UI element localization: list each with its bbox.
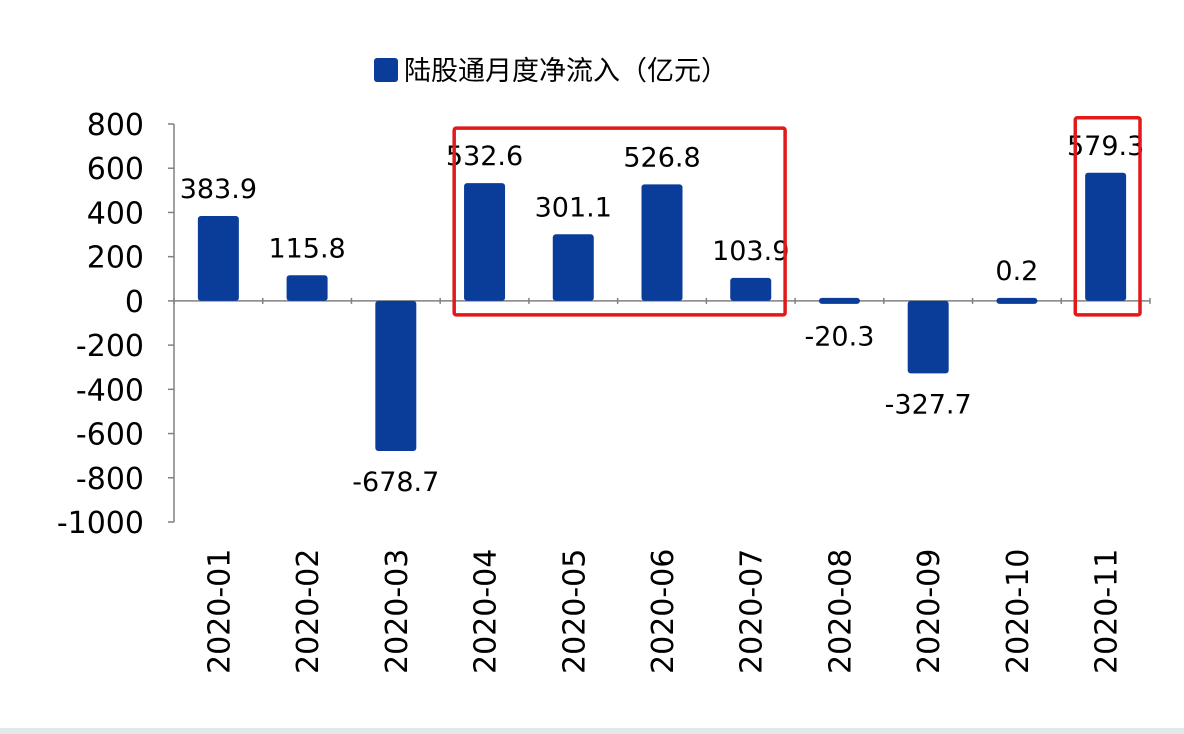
data-label: 526.8	[623, 142, 700, 173]
legend-swatch	[374, 58, 398, 82]
y-tick-label: 800	[87, 108, 144, 143]
highlight-box	[1073, 116, 1142, 317]
y-tick-label: -800	[76, 462, 144, 497]
x-tick-label: 2020-02	[291, 549, 326, 674]
bars	[197, 172, 1127, 451]
y-tick-label: -200	[76, 329, 144, 364]
y-tick-label: -400	[76, 373, 144, 408]
data-label: 383.9	[180, 174, 257, 205]
y-tick-label: 0	[125, 285, 144, 320]
x-tick-label: 2020-04	[469, 549, 504, 674]
legend-label: 陆股通月度净流入（亿元）	[404, 56, 728, 87]
bottom-band	[0, 728, 1184, 734]
x-tick-label: 2020-01	[202, 549, 237, 674]
bar	[464, 183, 506, 301]
data-label: 301.1	[535, 192, 612, 223]
x-tick-label: 2020-07	[735, 549, 770, 674]
x-tick-label: 2020-05	[557, 549, 592, 674]
value-labels: 383.9 115.8 -678.7 532.6 301.1 526.8 103.9 -20.…	[180, 131, 1145, 498]
data-label: 103.9	[712, 236, 789, 267]
bar	[197, 216, 239, 301]
data-label: 532.6	[446, 141, 523, 172]
data-label: 0.2	[995, 256, 1038, 287]
y-tick-label: 600	[87, 152, 144, 187]
x-tick-label: 2020-10	[1001, 549, 1036, 674]
bar	[1085, 172, 1127, 301]
bar	[730, 277, 772, 301]
x-tick-label: 2020-03	[380, 549, 415, 674]
data-label: 579.3	[1067, 131, 1144, 162]
bar	[375, 300, 417, 451]
highlight-box	[452, 126, 787, 317]
bar	[996, 297, 1038, 304]
x-tick-label: 2020-09	[912, 549, 947, 674]
x-tick-label: 2020-08	[823, 549, 858, 674]
data-label: -678.7	[352, 467, 439, 498]
data-label: 115.8	[268, 233, 345, 264]
x-tick-label: 2020-06	[646, 549, 681, 674]
axes: 800 600 400 200 0 -200 -400 -600 -800 -1000 2020-0…	[57, 108, 1151, 674]
bar	[286, 275, 328, 301]
y-tick-label: 400	[87, 196, 144, 231]
highlight-boxes	[452, 116, 1142, 317]
y-tick-label: -600	[76, 418, 144, 453]
legend: 陆股通月度净流入（亿元）	[374, 56, 728, 87]
bar	[818, 297, 860, 304]
y-tick-label: 200	[87, 241, 144, 276]
data-label: -327.7	[885, 389, 972, 420]
x-tick-label: 2020-11	[1090, 549, 1125, 674]
bar	[907, 300, 949, 374]
bar	[641, 184, 683, 301]
data-label: -20.3	[805, 321, 875, 352]
y-tick-label: -1000	[57, 506, 144, 541]
bar	[552, 234, 594, 301]
